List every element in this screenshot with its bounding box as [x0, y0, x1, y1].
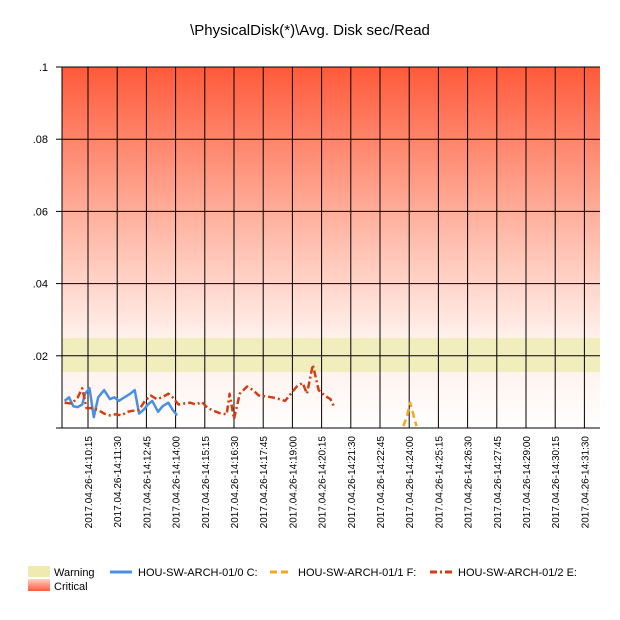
legend-swatch-critical [28, 579, 50, 591]
series-line-1 [402, 401, 418, 427]
x-tick-label-5: 2017.04.26-14:16:30 [230, 436, 241, 529]
series-line-0 [63, 387, 179, 419]
x-tick-label-8: 2017.04.26-14:20:15 [318, 436, 329, 529]
x-tick-label-17: 2017.04.26-14:31:30 [580, 436, 591, 529]
legend-label-f-drive: HOU-SW-ARCH-01/1 F: [298, 567, 416, 579]
legend-swatch-warning [28, 566, 50, 577]
x-tick-label-14: 2017.04.26-14:27:45 [493, 436, 504, 529]
grid-lines [62, 66, 600, 428]
series-lines [63, 363, 418, 427]
x-axis-ticks: 2017.04.26-14:10:15 2017.04.26-14:11:30 20… [84, 436, 591, 529]
x-tick-label-0: 2017.04.26-14:10:15 [84, 436, 95, 529]
x-tick-label-11: 2017.04.26-14:24:00 [405, 436, 416, 529]
y-tick-label-4: .08 [33, 134, 48, 146]
y-tick-label-3: .06 [33, 206, 48, 218]
y-tick-label-5: .1 [39, 62, 48, 74]
x-tick-label-3: 2017.04.26-14:14:00 [172, 436, 183, 529]
y-tick-label-2: .04 [33, 279, 48, 291]
legend-label-warning: Warning [54, 567, 95, 579]
y-axis-ticks: .02 .04 .06 .08 .1 [33, 62, 62, 429]
series-line-2 [64, 363, 336, 421]
legend: Warning Critical HOU-SW-ARCH-01/0 C: HOU… [28, 566, 577, 593]
x-tick-label-12: 2017.04.26-14:25:15 [434, 436, 445, 529]
x-tick-label-4: 2017.04.26-14:15:15 [201, 436, 212, 529]
x-tick-label-2: 2017.04.26-14:12:45 [142, 436, 153, 529]
legend-label-e-drive: HOU-SW-ARCH-01/2 E: [458, 567, 577, 579]
x-tick-label-16: 2017.04.26-14:30:15 [551, 436, 562, 529]
x-tick-label-7: 2017.04.26-14:19:00 [288, 436, 299, 529]
x-tick-label-6: 2017.04.26-14:17:45 [259, 436, 270, 529]
x-tick-label-13: 2017.04.26-14:26:30 [464, 436, 475, 529]
plot-background [62, 67, 600, 428]
x-tick-label-15: 2017.04.26-14:29:00 [522, 436, 533, 529]
x-tick-label-1: 2017.04.26-14:11:30 [113, 436, 124, 528]
legend-label-c-drive: HOU-SW-ARCH-01/0 C: [138, 567, 258, 579]
legend-label-critical: Critical [54, 581, 88, 593]
x-tick-label-10: 2017.04.26-14:22:45 [376, 436, 387, 529]
y-tick-label-1: .02 [33, 351, 48, 363]
critical-band [62, 67, 600, 338]
warning-band [62, 337, 600, 373]
chart-title: \PhysicalDisk(*)\Avg. Disk sec/Read [190, 22, 430, 39]
x-tick-label-9: 2017.04.26-14:21:30 [347, 436, 358, 529]
axes [61, 67, 600, 429]
